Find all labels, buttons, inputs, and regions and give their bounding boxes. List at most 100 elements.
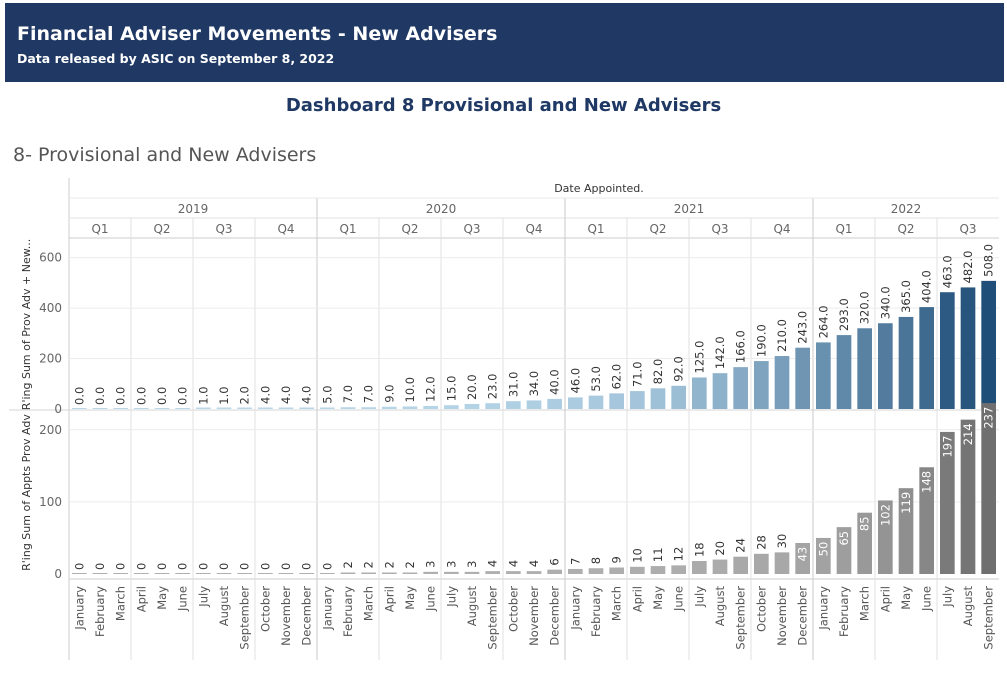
data-label: 2.0: [238, 386, 252, 404]
bar: [92, 573, 108, 574]
data-label: 85: [858, 516, 872, 531]
data-label: 365.0: [899, 280, 913, 313]
data-label: 119: [899, 492, 913, 514]
data-label: 243.0: [796, 311, 810, 344]
bar: [361, 572, 376, 574]
x-tick-label: March: [114, 586, 128, 621]
data-label: 23.0: [486, 374, 500, 400]
data-label: 0: [196, 563, 210, 570]
bar: [175, 573, 190, 574]
x-tick-label: July: [692, 586, 706, 608]
data-label: 0.0: [93, 387, 107, 405]
quarter-label: Q1: [835, 222, 852, 236]
x-tick-label: February: [341, 586, 355, 637]
data-label: 24: [734, 538, 748, 553]
bar: [650, 388, 666, 409]
bar: [671, 385, 686, 409]
bar: [258, 573, 273, 574]
x-tick-label: September: [238, 586, 252, 650]
data-label: 2: [362, 561, 376, 568]
bar: [919, 307, 934, 409]
data-label: 0: [134, 563, 148, 570]
bar: [960, 287, 976, 409]
quarter-label: Q1: [339, 222, 356, 236]
data-label: 34.0: [527, 371, 541, 397]
x-tick-label: May: [651, 586, 665, 610]
x-tick-label: August: [217, 586, 231, 627]
x-tick-label: September: [734, 586, 748, 650]
bar: [278, 573, 294, 574]
data-label: 9.0: [382, 384, 396, 402]
bar: [795, 347, 810, 409]
quarter-label: Q3: [711, 222, 728, 236]
data-label: 53.0: [589, 366, 603, 392]
bar: [154, 408, 170, 409]
data-label: 40.0: [548, 369, 562, 395]
data-label: 102: [878, 504, 892, 526]
bar: [320, 407, 335, 409]
bar: [237, 407, 252, 409]
y-axis-label: R'ing Sum of Prov Adv + New...: [20, 239, 33, 410]
x-tick-label: August: [961, 586, 975, 627]
bar: [940, 292, 955, 409]
data-label: 31.0: [506, 372, 520, 398]
data-label: 340.0: [878, 286, 892, 319]
data-label: 125.0: [692, 341, 706, 374]
bar: [526, 571, 542, 574]
x-tick-label: September: [486, 586, 500, 650]
x-tick-label: September: [982, 586, 996, 650]
x-tick-label: January: [72, 586, 86, 631]
bar: [340, 407, 356, 409]
x-tick-label: March: [858, 586, 872, 621]
quarter-label: Q2: [649, 222, 666, 236]
x-tick-label: May: [899, 586, 913, 610]
data-label: 0: [176, 563, 190, 570]
x-tick-label: January: [568, 586, 582, 631]
x-tick-label: March: [610, 586, 624, 621]
x-tick-label: November: [527, 586, 541, 646]
bar: [113, 573, 128, 574]
y-tick-label: 200: [39, 352, 62, 366]
data-label: 11: [651, 547, 665, 562]
x-tick-label: April: [134, 586, 148, 612]
bar: [423, 571, 438, 574]
y-tick-label: 200: [39, 423, 62, 437]
bar: [423, 405, 438, 409]
data-label: 3: [444, 561, 458, 568]
bar: [816, 342, 831, 409]
dashboard-header: Financial Adviser Movements - New Advise…: [5, 3, 1004, 82]
bar: [72, 408, 87, 409]
x-tick-label: January: [320, 586, 334, 631]
bar: [506, 401, 521, 409]
quarter-label: Q2: [153, 222, 170, 236]
x-tick-label: April: [382, 586, 396, 612]
data-label: 4: [527, 560, 541, 567]
bar: [464, 571, 480, 574]
data-label: 12: [672, 547, 686, 562]
bar: [857, 512, 872, 574]
bar: [609, 393, 624, 409]
quarter-label: Q1: [587, 222, 604, 236]
bar: [754, 553, 769, 574]
data-label: 0.0: [155, 387, 169, 405]
x-tick-label: June: [672, 586, 686, 612]
bar: [630, 391, 645, 409]
bar: [878, 500, 893, 574]
quarter-label: Q3: [215, 222, 232, 236]
data-label: 12.0: [424, 376, 438, 402]
y-tick-label: 0: [54, 402, 62, 416]
x-tick-label: November: [775, 586, 789, 646]
bar: [795, 542, 810, 574]
bar: [154, 573, 170, 574]
bar: [278, 407, 294, 409]
bar: [609, 567, 624, 574]
data-label: 15.0: [444, 376, 458, 402]
bar: [216, 407, 232, 409]
data-label: 237: [982, 407, 996, 429]
bar: [733, 367, 748, 409]
data-label: 463.0: [940, 255, 954, 288]
data-label: 482.0: [961, 250, 975, 283]
y-tick-label: 0: [54, 567, 62, 581]
data-label: 3: [424, 561, 438, 568]
